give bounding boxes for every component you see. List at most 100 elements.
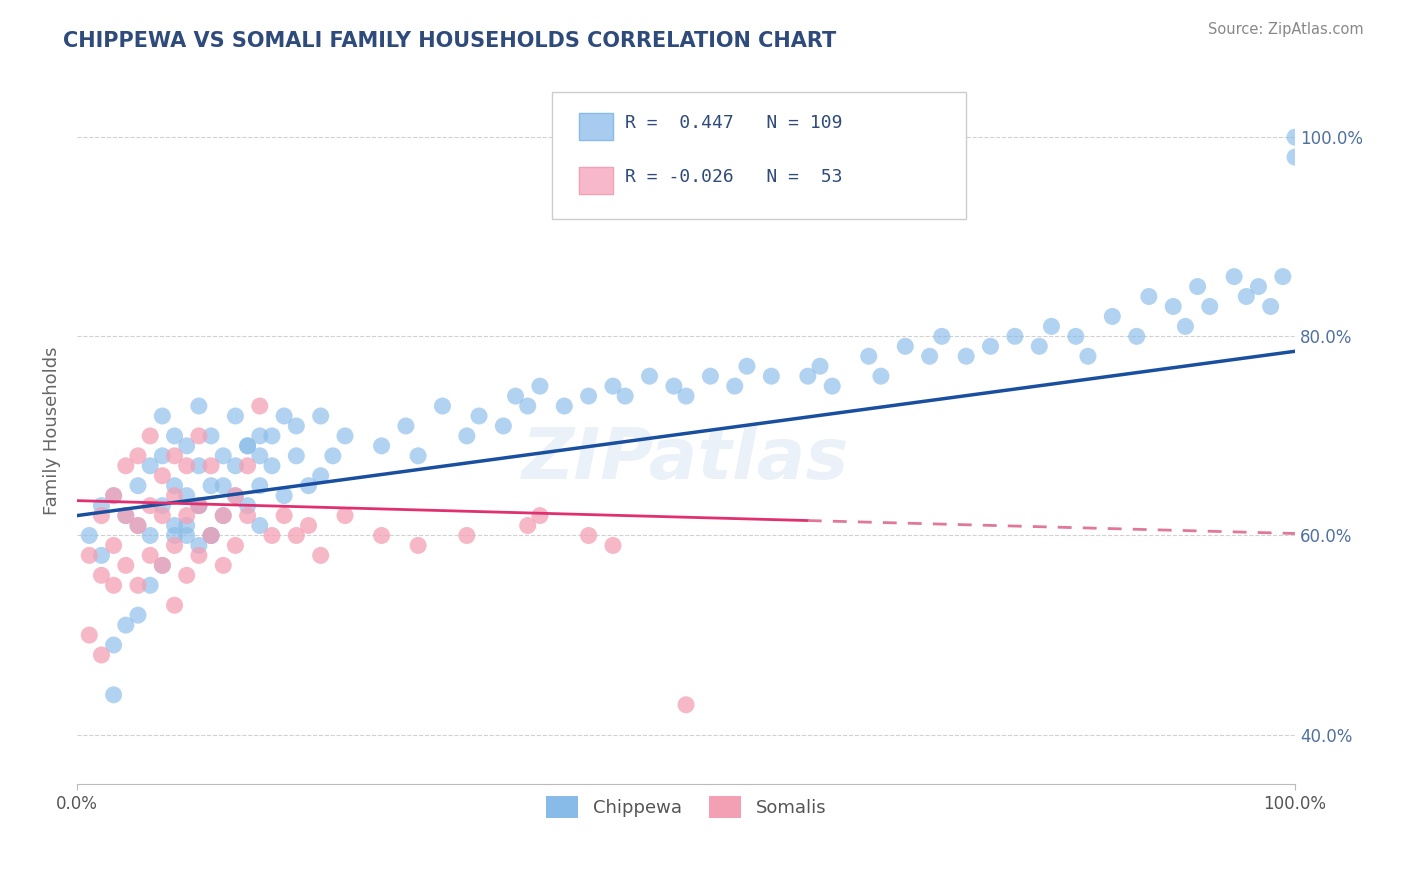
Point [114,508,136,523]
Point [395,419,418,434]
Point [1028,339,1050,353]
Point [212,508,235,523]
Point [492,419,515,434]
Point [1187,279,1209,293]
Point [249,449,271,463]
Point [114,458,136,473]
Point [163,598,186,612]
Point [406,538,429,552]
Point [370,439,392,453]
Point [200,429,222,443]
Point [103,489,125,503]
Point [176,518,198,533]
Point [236,458,259,473]
Text: CHIPPEWA VS SOMALI FAMILY HOUSEHOLDS CORRELATION CHART: CHIPPEWA VS SOMALI FAMILY HOUSEHOLDS COR… [63,31,837,51]
Point [1284,130,1306,145]
Point [553,399,575,413]
Point [236,439,259,453]
Point [406,449,429,463]
Point [614,389,637,403]
Point [224,489,246,503]
Y-axis label: Family Households: Family Households [44,347,60,516]
Point [103,638,125,652]
Point [273,409,295,423]
Point [249,429,271,443]
Point [187,458,209,473]
Point [150,468,173,483]
Point [662,379,685,393]
Point [285,528,308,542]
Point [139,499,162,513]
Point [139,578,162,592]
Point [333,429,356,443]
Point [163,538,186,552]
Point [90,499,112,513]
Point [797,369,820,384]
Point [456,528,478,542]
Point [761,369,783,384]
Point [370,528,392,542]
Point [505,389,527,403]
Point [529,379,551,393]
Point [176,508,198,523]
Point [894,339,917,353]
Point [309,409,332,423]
Point [249,518,271,533]
Point [103,489,125,503]
Point [870,369,893,384]
Point [1101,310,1123,324]
Point [127,608,149,623]
Text: R =  0.447   N = 109: R = 0.447 N = 109 [626,114,842,132]
Point [187,399,209,413]
Point [176,439,198,453]
Point [516,518,538,533]
Point [139,458,162,473]
Point [602,379,624,393]
Point [1040,319,1063,334]
Point [1247,279,1270,293]
Text: Source: ZipAtlas.com: Source: ZipAtlas.com [1208,22,1364,37]
Point [163,518,186,533]
Point [139,549,162,563]
Point [139,429,162,443]
Point [224,489,246,503]
Point [114,618,136,632]
Point [200,479,222,493]
Point [675,698,697,712]
Bar [579,167,613,194]
Point [200,528,222,542]
Point [1064,329,1087,343]
Point [163,429,186,443]
Point [249,399,271,413]
Point [1223,269,1246,284]
Point [77,528,100,542]
Point [602,538,624,552]
Point [150,409,173,423]
Point [77,549,100,563]
Text: ZIPatlas: ZIPatlas [523,425,849,493]
Point [200,528,222,542]
Point [1234,289,1257,303]
Point [1125,329,1147,343]
Point [212,558,235,573]
Point [273,489,295,503]
Point [260,528,283,542]
Point [163,489,186,503]
Point [931,329,953,343]
Point [77,628,100,642]
Point [432,399,454,413]
Point [322,449,344,463]
Bar [579,112,613,140]
Point [187,429,209,443]
Point [200,458,222,473]
Point [224,538,246,552]
Point [309,468,332,483]
Point [176,458,198,473]
Point [187,499,209,513]
Point [260,429,283,443]
Point [1004,329,1026,343]
Legend: Chippewa, Somalis: Chippewa, Somalis [538,789,834,825]
Point [150,449,173,463]
Point [297,518,319,533]
Text: R = -0.026   N =  53: R = -0.026 N = 53 [626,168,842,186]
